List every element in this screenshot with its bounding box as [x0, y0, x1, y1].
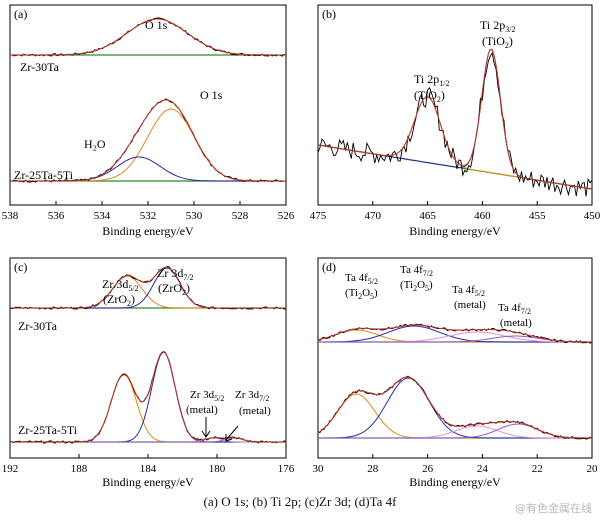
panel-d-tick-label: 28 — [367, 463, 379, 475]
panel-d-tick-label: 20 — [587, 463, 599, 475]
panel-c-annot-zr52-metal: Zr 3d5/2 — [190, 389, 224, 403]
panel-b-annot-ti-three-oxide: (TiO2) — [482, 34, 513, 50]
panel-d-annot-ta52-metal-line2: (metal) — [454, 299, 486, 311]
panel-c-tick-label: 192 — [2, 463, 19, 475]
panel-d-annot-ta72-oxide: Ta 4f7/2 — [400, 264, 433, 278]
panel-a-annot-o1s-top: O 1s — [145, 18, 168, 32]
panel-c-annot-zr72-metal: Zr 3d7/2 — [235, 389, 269, 403]
panel-b-tick-label: 475 — [310, 210, 327, 222]
panel-c-tick-label: 176 — [278, 463, 295, 475]
panel-a-sample-1: Zr-30Ta — [20, 60, 60, 74]
panel-a-fit-envelope — [10, 18, 286, 56]
panel-a-tick-label: 530 — [186, 210, 203, 222]
panel-c-raw-spectrum — [9, 265, 287, 310]
panel-d-annot-ta72-metal: Ta 4f7/2 — [498, 302, 531, 316]
panel-d-tick-label: 30 — [313, 463, 325, 475]
panel-c-annot-zr72-metal-line2: (metal) — [239, 405, 271, 417]
panel-b-label: (b) — [322, 7, 336, 21]
panel-d-annot-ta52-oxide-line2: (Ti2O5) — [345, 287, 378, 301]
panel-b-frame — [317, 4, 593, 206]
panel-b-tick-label: 450 — [584, 210, 600, 222]
panel-d-tick-label: 22 — [532, 463, 543, 475]
panel-a-tick-label: 534 — [94, 210, 111, 222]
panel-c-arrow-2 — [225, 425, 239, 442]
panel-c-tick-label: 184 — [140, 463, 157, 475]
panel-b-tick-label: 460 — [474, 210, 491, 222]
panel-c-tick-label: 180 — [209, 463, 226, 475]
panel-a-xlabel: Binding energy/eV — [102, 224, 194, 238]
figure-caption: (a) O 1s; (b) Ti 2p; (c)Zr 3d; (d)Ta 4f — [203, 494, 397, 509]
panel-d-component-3 — [318, 425, 592, 439]
xps-figure: 538 536 534 532 530 528 526 (a) Binding energy… — [2, 4, 600, 489]
panel-a-tick-label: 532 — [140, 210, 157, 222]
panel-d-tick-label: 26 — [422, 463, 434, 475]
panel-c-component-2 — [10, 267, 286, 309]
panel-d-frame — [317, 257, 593, 459]
panel-d-annot-ta52-metal: Ta 4f5/2 — [452, 284, 485, 298]
panel-d-fit-envelope — [317, 324, 592, 343]
panel-a-ticks: 538 536 534 532 530 528 526 — [2, 201, 295, 222]
panel-a-sample-2: Zr-25Ta-5Ti — [14, 168, 74, 182]
panel-c-fit-envelope — [10, 266, 286, 309]
panel-b-component-1 — [317, 96, 593, 190]
panel-c: 192 188 184 180 176 (c) Binding energy/eV Zr… — [2, 257, 295, 489]
panel-c-xlabel: Binding energy/eV — [102, 475, 194, 489]
panel-c-sample-1: Zr-30Ta — [18, 319, 58, 333]
panel-c-fit-envelope — [10, 351, 286, 443]
panel-a-tick-label: 538 — [2, 210, 19, 222]
panel-a-fit-envelope — [10, 99, 286, 182]
panel-d-annot-ta52-oxide: Ta 4f5/2 — [345, 272, 378, 286]
panel-b-ticks: 475 470 465 460 455 450 — [310, 201, 600, 222]
panel-a-tick-label: 536 — [48, 210, 65, 222]
panel-a: 538 536 534 532 530 528 526 (a) Binding energy… — [2, 4, 295, 238]
panel-c-sample-2: Zr-25Ta-5Ti — [18, 423, 78, 437]
panel-c-tick-label: 188 — [71, 463, 88, 475]
panel-c-annot-zr72-oxide: (ZrO2) — [158, 281, 190, 297]
panel-b-annot-ti-half-oxide: (TiO2) — [414, 88, 445, 104]
panel-c-annot-zr52-metal-line2: (metal) — [186, 404, 218, 416]
panel-a-annot-h2o: H₂O — [84, 137, 106, 151]
panel-d-component-2 — [318, 377, 592, 439]
panel-d-xlabel: Binding energy/eV — [409, 475, 501, 489]
panel-d-ticks: 30 28 26 24 22 20 — [313, 454, 599, 475]
watermark: @有色金属在线 — [515, 502, 592, 515]
panel-c-annot-zr72: Zr 3d7/2 — [157, 266, 194, 282]
panel-d-component-4 — [318, 335, 592, 343]
panel-b-curves — [317, 48, 593, 197]
panel-d-label: (d) — [322, 260, 336, 274]
panel-b-fit-envelope — [317, 48, 593, 190]
panel-d-raw-spectrum — [317, 375, 593, 440]
panel-b-tick-label: 455 — [529, 210, 546, 222]
panel-d-tick-label: 24 — [477, 463, 489, 475]
panel-b-annot-ti-three: Ti 2p3/2 — [480, 18, 515, 34]
panel-a-tick-label: 526 — [278, 210, 295, 222]
panel-a-annot-o1s-bottom: O 1s — [200, 88, 223, 102]
panel-c-label: (c) — [14, 260, 27, 274]
panel-a-curves — [9, 17, 287, 183]
panel-c-arrow-1 — [201, 417, 211, 438]
panel-b-tick-label: 465 — [419, 210, 436, 222]
panel-c-annot-zr52: Zr 3d5/2 — [102, 277, 139, 293]
panel-a-tick-label: 528 — [232, 210, 249, 222]
panel-b-annot-ti-half: Ti 2p1/2 — [414, 72, 449, 88]
panel-c-annot-zr52-oxide: (ZrO2) — [103, 292, 135, 308]
panel-d-annot-ta72-metal-line2: (metal) — [500, 317, 532, 329]
panel-d-fit-envelope — [317, 376, 592, 439]
panel-b-xlabel: Binding energy/eV — [409, 224, 501, 238]
panel-d-curves — [317, 323, 593, 440]
panel-a-label: (a) — [14, 7, 27, 21]
panel-c-curves — [9, 265, 287, 444]
panel-d: 30 28 26 24 22 20 (d) Binding energy/eV Ta 4f… — [313, 257, 599, 489]
panel-c-ticks: 192 188 184 180 176 — [2, 454, 295, 475]
panel-b-component-2 — [317, 48, 593, 190]
panel-b-tick-label: 470 — [365, 210, 382, 222]
panel-b-raw-spectrum — [317, 51, 593, 197]
panel-d-annot-ta72-oxide-line2: (Ti2O5) — [400, 279, 433, 293]
panel-b: 475 470 465 460 455 450 (b) Binding energy/eV… — [310, 4, 600, 238]
